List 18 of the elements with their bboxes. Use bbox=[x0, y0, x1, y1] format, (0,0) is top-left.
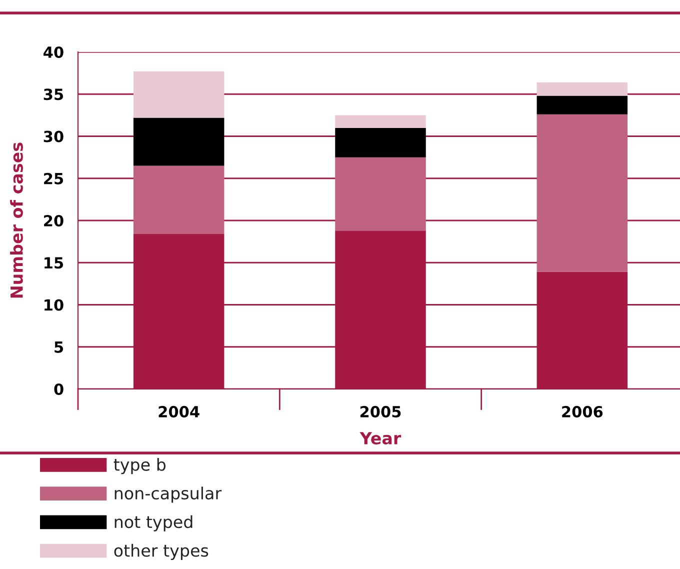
y-tick-label: 0 bbox=[54, 383, 64, 396]
y-tick-label: 15 bbox=[44, 257, 64, 269]
x-tick-label: 2004 bbox=[158, 406, 200, 418]
legend-label: other types bbox=[114, 544, 208, 560]
y-tick-label: 30 bbox=[44, 130, 64, 142]
x-tick-label: 2005 bbox=[360, 406, 401, 418]
y-tick-label: 35 bbox=[44, 88, 64, 100]
x-tick-label: 2006 bbox=[562, 406, 603, 418]
y-tick-label: 25 bbox=[44, 172, 64, 184]
y-tick-label: 40 bbox=[44, 46, 64, 58]
y-tick-label: 20 bbox=[44, 214, 64, 227]
legend-label: type b bbox=[114, 458, 166, 474]
legend-label: non-capsular bbox=[114, 486, 222, 503]
y-tick-label: 5 bbox=[54, 342, 64, 353]
y-tick-label: 10 bbox=[44, 299, 64, 311]
x-axis-title: Year bbox=[360, 432, 402, 444]
y-axis-title: Number of cases bbox=[10, 142, 23, 298]
legend-label: not typed bbox=[114, 515, 192, 532]
